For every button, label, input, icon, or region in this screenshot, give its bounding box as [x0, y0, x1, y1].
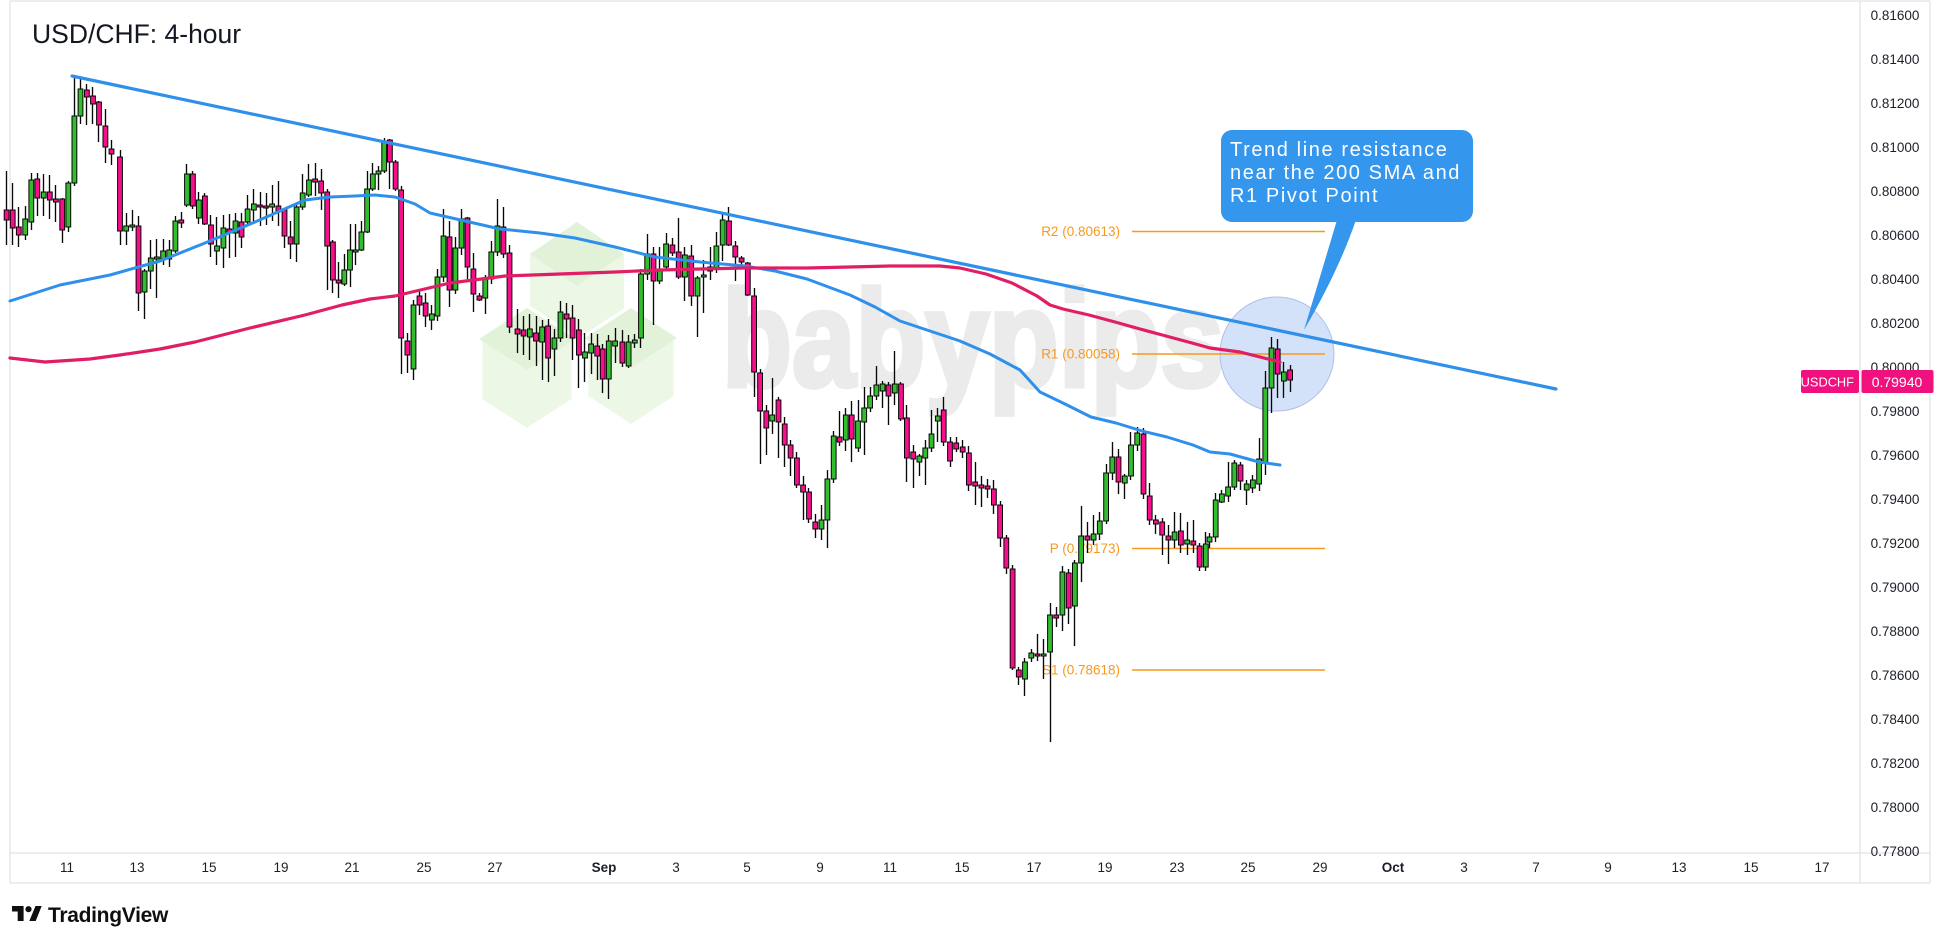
svg-text:0.78400: 0.78400 — [1871, 712, 1920, 727]
svg-text:17: 17 — [1814, 860, 1829, 875]
svg-text:13: 13 — [129, 860, 144, 875]
svg-text:R1 (0.80058): R1 (0.80058) — [1041, 347, 1120, 362]
svg-text:Oct: Oct — [1382, 860, 1405, 875]
svg-text:15: 15 — [201, 860, 216, 875]
svg-text:11: 11 — [883, 860, 897, 875]
svg-text:P (0.79173): P (0.79173) — [1050, 541, 1120, 556]
svg-text:0.78000: 0.78000 — [1871, 800, 1920, 815]
svg-text:0.79000: 0.79000 — [1871, 580, 1920, 595]
svg-text:3: 3 — [672, 860, 680, 875]
svg-text:19: 19 — [1097, 860, 1112, 875]
svg-text:0.81200: 0.81200 — [1871, 96, 1920, 111]
svg-text:13: 13 — [1671, 860, 1686, 875]
svg-text:0.78800: 0.78800 — [1871, 624, 1920, 639]
svg-text:USD/CHF: 4-hour: USD/CHF: 4-hour — [32, 19, 241, 49]
svg-text:21: 21 — [344, 860, 359, 875]
svg-text:5: 5 — [743, 860, 751, 875]
svg-text:9: 9 — [816, 860, 824, 875]
svg-text:0.81600: 0.81600 — [1871, 8, 1920, 23]
svg-text:R1 Pivot Point: R1 Pivot Point — [1230, 185, 1379, 207]
svg-text:babypips: babypips — [722, 263, 1224, 416]
svg-text:S1 (0.78618): S1 (0.78618) — [1042, 663, 1120, 678]
svg-text:0.79800: 0.79800 — [1871, 404, 1920, 419]
svg-text:R2 (0.80613): R2 (0.80613) — [1041, 224, 1120, 239]
svg-text:0.79400: 0.79400 — [1871, 492, 1920, 507]
svg-text:0.79600: 0.79600 — [1871, 448, 1920, 463]
svg-text:0.80800: 0.80800 — [1871, 184, 1920, 199]
svg-text:0.80200: 0.80200 — [1871, 316, 1920, 331]
svg-text:29: 29 — [1312, 860, 1327, 875]
svg-text:25: 25 — [1240, 860, 1255, 875]
svg-text:0.79200: 0.79200 — [1871, 536, 1920, 551]
svg-text:USDCHF: USDCHF — [1801, 375, 1855, 390]
svg-text:0.77800: 0.77800 — [1871, 844, 1920, 859]
svg-text:Sep: Sep — [592, 860, 617, 875]
svg-text:15: 15 — [954, 860, 969, 875]
svg-text:0.79940: 0.79940 — [1872, 374, 1923, 390]
svg-text:11: 11 — [60, 860, 74, 875]
svg-text:Trend line resistance: Trend line resistance — [1230, 139, 1449, 161]
svg-text:17: 17 — [1026, 860, 1041, 875]
svg-text:TradingView: TradingView — [48, 904, 169, 927]
svg-text:7: 7 — [1532, 860, 1540, 875]
svg-text:0.81400: 0.81400 — [1871, 52, 1920, 67]
svg-text:3: 3 — [1460, 860, 1468, 875]
svg-text:19: 19 — [273, 860, 288, 875]
svg-text:0.80400: 0.80400 — [1871, 272, 1920, 287]
svg-text:0.80600: 0.80600 — [1871, 228, 1920, 243]
svg-text:0.78200: 0.78200 — [1871, 756, 1920, 771]
svg-text:15: 15 — [1743, 860, 1758, 875]
svg-text:0.78600: 0.78600 — [1871, 668, 1920, 683]
svg-text:27: 27 — [487, 860, 502, 875]
svg-text:0.81000: 0.81000 — [1871, 140, 1920, 155]
svg-text:23: 23 — [1169, 860, 1184, 875]
svg-text:25: 25 — [416, 860, 431, 875]
svg-text:near the 200 SMA and: near the 200 SMA and — [1230, 162, 1461, 184]
svg-text:9: 9 — [1604, 860, 1612, 875]
